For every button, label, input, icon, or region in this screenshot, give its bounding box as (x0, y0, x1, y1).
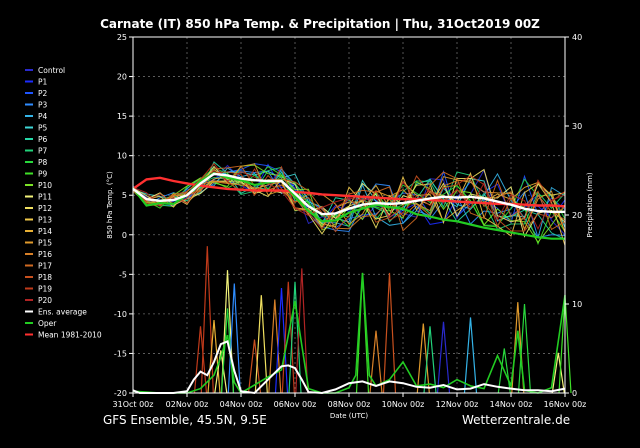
member-precip-spike (288, 281, 302, 394)
y-tick-label-left: 15 (117, 112, 127, 121)
main-temperature-lines (132, 171, 566, 240)
legend-label: P19 (38, 285, 52, 294)
member-temp-line (132, 165, 566, 232)
x-tick-label: 14Nov 00z (490, 400, 533, 409)
legend-label: P1 (38, 78, 48, 87)
legend-label: P15 (38, 239, 52, 248)
legend: Control P1 P2 P3 P4 P5 P6 P7 P8 P9 P10 P11 P12 P13 P14… (25, 66, 102, 340)
member-precip-spike (200, 246, 214, 394)
member-precip-spike (423, 326, 437, 394)
y-axis-label-left: 850 hPa Temp. (°C) (106, 171, 114, 239)
x-axis-label: Date (UTC) (330, 412, 369, 420)
model-info-label: GFS Ensemble, 45.5N, 9.5E (103, 413, 267, 427)
y-tick-label-left: 10 (117, 152, 127, 161)
legend-label: P4 (38, 112, 48, 121)
y-tick-label-right: 0 (572, 389, 577, 398)
member-precip-spike (220, 270, 235, 394)
legend-label: P3 (38, 101, 48, 110)
legend-label: P14 (38, 227, 52, 236)
ens-average-precip-line (132, 340, 566, 395)
member-precip-spike (369, 330, 383, 394)
x-tick-label: 12Nov 00z (436, 400, 479, 409)
legend-label: P8 (38, 158, 48, 167)
legend-label: Ens. average (38, 308, 87, 317)
member-precip-spike (214, 350, 228, 394)
member-precip-spike (247, 339, 262, 394)
member-precip-spike (436, 321, 451, 394)
member-temp-line (132, 162, 566, 230)
y-tick-label-right: 40 (572, 33, 582, 42)
x-tick-label: 08Nov 00z (328, 400, 371, 409)
member-precip-spike (207, 319, 221, 394)
x-tick-label: 16Nov 00z (544, 400, 587, 409)
y-tick-label-left: -20 (114, 389, 127, 398)
member-precip-spike (254, 295, 268, 394)
grid-lines (133, 37, 565, 393)
legend-label: P7 (38, 147, 48, 156)
x-tick-label: 31Oct 00z (113, 400, 154, 409)
climate-mean-temp-line (132, 176, 566, 208)
legend-label: P18 (38, 273, 52, 282)
member-precip-spike (268, 299, 282, 394)
legend-label: P13 (38, 216, 52, 225)
y-tick-label-left: 20 (117, 73, 127, 82)
legend-label: Control (38, 66, 65, 75)
member-temp-line (132, 161, 566, 240)
axes: 25 20 15 10 5 0 -5 -10 -15 -20 40 30 20 10 0 31Oct 00z 0… (106, 33, 594, 420)
legend-label: P5 (38, 124, 48, 133)
y-tick-label-right: 10 (572, 300, 582, 309)
x-tick-label: 06Nov 00z (274, 400, 317, 409)
chart-title: Carnate (IT) 850 hPa Temp. & Precipitati… (100, 17, 540, 31)
legend-label: Mean 1981-2010 (38, 331, 102, 340)
chart-frame (15, 12, 608, 439)
member-precip-spike (274, 287, 289, 394)
legend-label: P11 (38, 193, 52, 202)
y-tick-label-left: -5 (119, 270, 127, 279)
y-tick-label-left: -10 (114, 310, 127, 319)
y-tick-label-left: 5 (122, 191, 127, 200)
y-tick-label-right: 20 (572, 211, 582, 220)
source-credit-label: Wetterzentrale.de (462, 413, 571, 427)
member-precip-spike (193, 326, 208, 394)
member-precip-spike (295, 268, 309, 394)
member-precip-spike (416, 323, 430, 394)
legend-label: P6 (38, 135, 48, 144)
y-tick-label-left: 25 (117, 33, 127, 42)
y-tick-label-right: 30 (572, 122, 582, 131)
precipitation-lines (132, 246, 572, 395)
member-precip-spike (463, 317, 478, 394)
y-tick-label-left: -15 (114, 349, 127, 358)
member-precip-spike (382, 272, 397, 394)
ens-average-temp-line (132, 172, 565, 216)
legend-label: P16 (38, 250, 52, 259)
legend-label: P12 (38, 204, 52, 213)
legend-label: P20 (38, 296, 52, 305)
legend-label: Oper (38, 319, 57, 328)
y-tick-label-left: 0 (122, 231, 127, 240)
x-tick-label: 02Nov 00z (166, 400, 209, 409)
legend-label: P9 (38, 170, 48, 179)
x-tick-label: 10Nov 00z (382, 400, 425, 409)
x-tick-label: 04Nov 00z (220, 400, 263, 409)
member-precip-spike (517, 303, 532, 394)
y-axis-label-right: Precipitation (mm) (586, 172, 594, 237)
member-precip-spike (551, 352, 565, 394)
legend-label: P2 (38, 89, 48, 98)
legend-label: P17 (38, 262, 52, 271)
legend-label: P10 (38, 181, 52, 190)
oper-temp-line (132, 171, 565, 240)
